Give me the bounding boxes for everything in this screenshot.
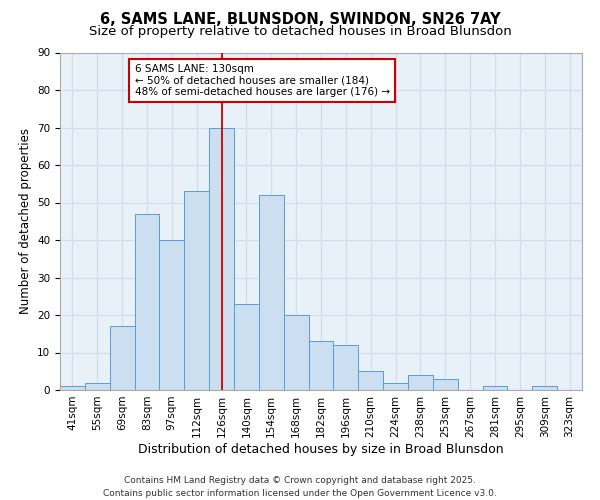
Bar	[408, 375, 433, 390]
Bar	[134, 214, 160, 390]
Bar	[209, 128, 234, 390]
Text: 6 SAMS LANE: 130sqm
← 50% of detached houses are smaller (184)
48% of semi-detac: 6 SAMS LANE: 130sqm ← 50% of detached ho…	[134, 64, 389, 97]
Bar	[383, 382, 408, 390]
Bar	[308, 341, 334, 390]
Text: Size of property relative to detached houses in Broad Blunsdon: Size of property relative to detached ho…	[89, 25, 511, 38]
Bar	[259, 195, 284, 390]
Bar	[160, 240, 184, 390]
Bar	[482, 386, 508, 390]
Bar	[110, 326, 134, 390]
Bar	[334, 345, 358, 390]
Text: Contains HM Land Registry data © Crown copyright and database right 2025.
Contai: Contains HM Land Registry data © Crown c…	[103, 476, 497, 498]
Bar	[85, 382, 110, 390]
Bar	[284, 315, 308, 390]
Bar	[433, 379, 458, 390]
Text: 6, SAMS LANE, BLUNSDON, SWINDON, SN26 7AY: 6, SAMS LANE, BLUNSDON, SWINDON, SN26 7A…	[100, 12, 500, 28]
Bar	[60, 386, 85, 390]
Bar	[234, 304, 259, 390]
X-axis label: Distribution of detached houses by size in Broad Blunsdon: Distribution of detached houses by size …	[138, 442, 504, 456]
Bar	[358, 371, 383, 390]
Bar	[532, 386, 557, 390]
Y-axis label: Number of detached properties: Number of detached properties	[19, 128, 32, 314]
Bar	[184, 191, 209, 390]
